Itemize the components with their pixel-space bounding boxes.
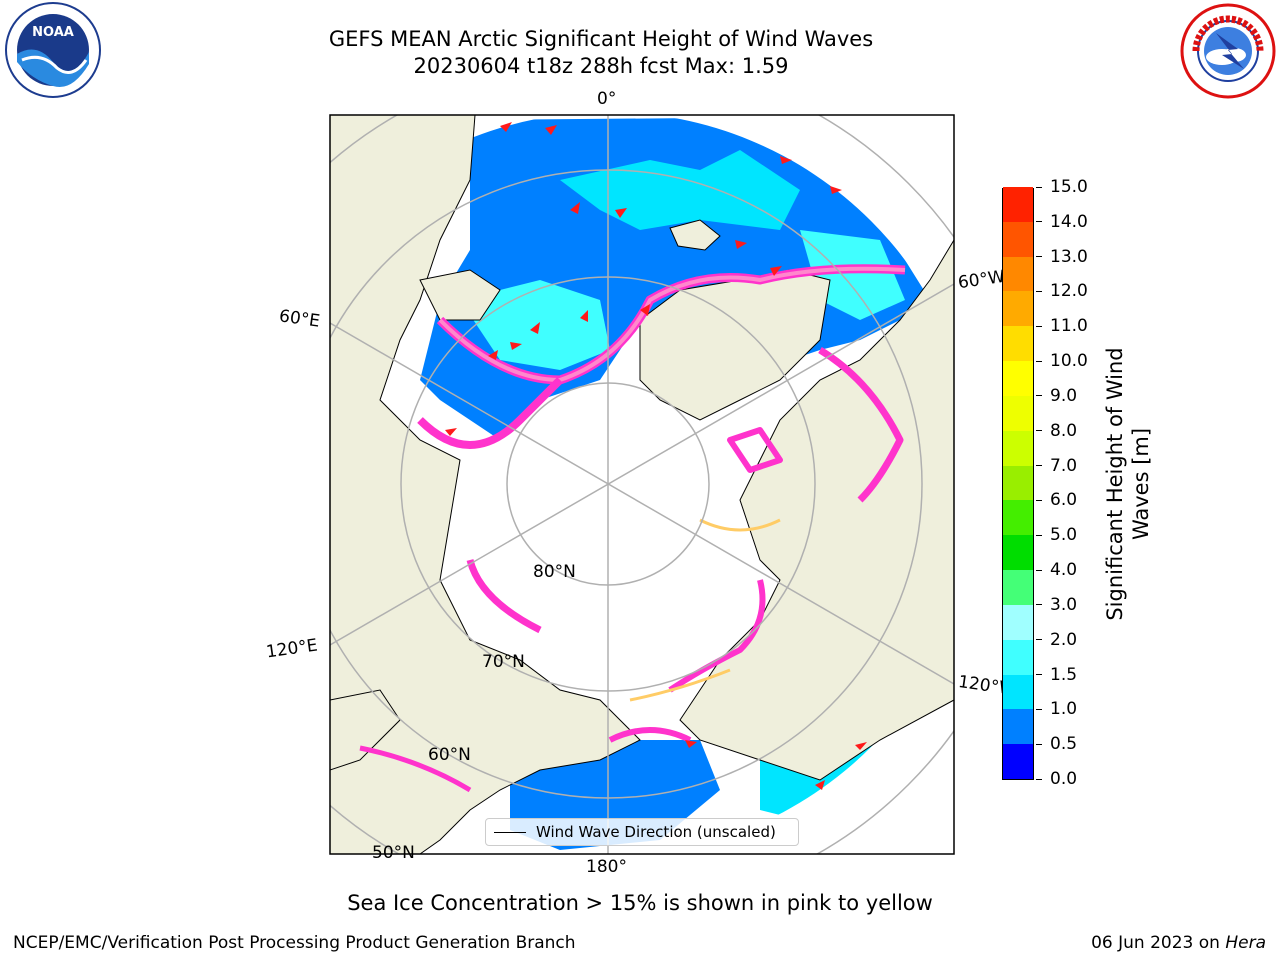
colorbar-segment [1003,187,1033,222]
colorbar-tick: 0.5 [1036,734,1077,754]
footer-host: Hera [1225,933,1266,953]
colorbar-tick: 9.0 [1036,386,1077,406]
colorbar-tick: 15.0 [1036,177,1088,197]
colorbar-segment [1003,395,1033,431]
colorbar-segment [1003,256,1033,292]
sea-ice-edge [359,264,906,793]
colorbar-tick: 13.0 [1036,247,1088,267]
map-subtitle-forecast: 20230604 t18z 288h fcst Max: 1.59 [413,54,789,78]
colorbar-segment [1003,291,1033,327]
colorbar-tick: 6.0 [1036,490,1077,510]
colorbar-tick: 14.0 [1036,212,1088,232]
footer-credit: NCEP/EMC/Verification Post Processing Pr… [13,933,576,953]
colorbar-segment [1003,535,1033,571]
lat-label-60n: 60°N [428,745,471,765]
land-svalbard [419,269,501,321]
map-title: GEFS MEAN Arctic Significant Height of W… [328,27,874,51]
colorbar-segment [1003,570,1033,605]
nws-logo-icon [1180,3,1276,99]
graticule [330,115,954,854]
colorbar-segment [1003,221,1033,257]
footer-date-text: 06 Jun 2023 on [1091,933,1226,953]
lon-label-0: 0° [597,89,617,109]
map-legend: Wind Wave Direction (unscaled) [485,818,799,846]
colorbar-label-line2: Waves [m] [1129,427,1153,541]
colorbar-tick: 5.0 [1036,525,1077,545]
sea-ice-note: Sea Ice Concentration > 15% is shown in … [347,891,933,915]
lat-label-50n: 50°N [372,843,415,863]
colorbar-segment [1003,465,1033,501]
colorbar-segment [1003,361,1033,396]
colorbar [1002,187,1034,780]
legend-line-icon [494,832,526,833]
wind-wave-arrows [445,122,867,790]
land-eurasia [330,115,641,854]
wave-field-barents [460,280,610,370]
noaa-logo-icon: NOAA [5,2,101,98]
colorbar-tick: 4.0 [1036,560,1077,580]
colorbar-tick: 1.5 [1036,665,1077,685]
map-frame [329,114,955,855]
colorbar-tick: 0.0 [1036,769,1077,789]
colorbar-tick: 2.0 [1036,630,1077,650]
colorbar-tick: 11.0 [1036,316,1088,336]
colorbar-tick: 12.0 [1036,281,1088,301]
footer-date: 06 Jun 2023 on Hera [1091,933,1266,953]
colorbar-tick: 8.0 [1036,421,1077,441]
land-iceland [669,219,721,251]
colorbar-segment [1003,430,1033,466]
colorbar-segment [1003,709,1033,745]
colorbar-segment [1003,604,1033,640]
legend-label: Wind Wave Direction (unscaled) [536,823,776,841]
colorbar-segment [1003,326,1033,362]
noaa-logo-text: NOAA [32,25,74,40]
colorbar-tick: 7.0 [1036,456,1077,476]
colorbar-segment [1003,744,1033,779]
colorbar-tick: 10.0 [1036,351,1088,371]
lat-label-80n: 80°N [533,562,576,582]
colorbar-segment [1003,639,1033,675]
colorbar-segment [1003,674,1033,710]
lon-label-180: 180° [586,857,627,877]
colorbar-label-line1: Significant Height of Wind [1103,347,1127,621]
colorbar-tick: 1.0 [1036,699,1077,719]
colorbar-tick: 3.0 [1036,595,1077,615]
colorbar-label: Significant Height of Wind Waves [m] [1102,347,1154,620]
lat-label-70n: 70°N [482,652,525,672]
colorbar-segment [1003,500,1033,536]
